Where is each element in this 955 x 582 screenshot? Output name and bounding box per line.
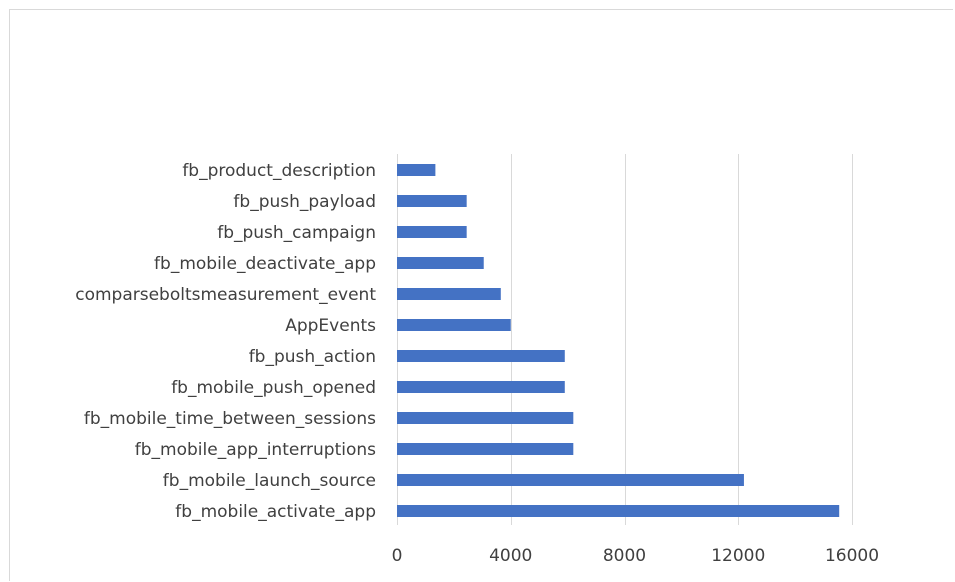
category-label: fb_mobile_app_interruptions xyxy=(135,440,376,460)
bar-fb_mobile_deactivate_app xyxy=(397,257,484,269)
bar-AppEvents xyxy=(397,319,511,331)
category-labels: fb_product_description fb_push_payload fb_… xyxy=(75,161,376,522)
bars xyxy=(397,164,840,517)
category-label: AppEvents xyxy=(285,316,376,336)
bar-fb_mobile_launch_source xyxy=(397,474,744,486)
bar-fb_push_payload xyxy=(397,195,467,207)
x-tick-label: 8000 xyxy=(603,546,646,566)
category-label: fb_push_payload xyxy=(233,192,376,212)
bar-fb_mobile_activate_app xyxy=(397,505,840,517)
x-tick-label: 4000 xyxy=(489,546,532,566)
x-tick-labels: 0 4000 8000 12000 16000 xyxy=(392,546,879,566)
category-label: fb_push_action xyxy=(249,347,376,367)
category-label: fb_mobile_push_opened xyxy=(171,378,376,398)
category-label: fb_mobile_time_between_sessions xyxy=(84,409,376,429)
category-label: fb_mobile_deactivate_app xyxy=(154,254,376,274)
bar-fb_push_action xyxy=(397,350,565,362)
x-tick-label: 0 xyxy=(392,546,403,566)
x-tick-label: 12000 xyxy=(711,546,765,566)
bar-comparseboltsmeasurement_event xyxy=(397,288,501,300)
category-label: fb_product_description xyxy=(182,161,376,181)
chart-frame: fb_product_description fb_push_payload fb_… xyxy=(9,9,953,581)
category-label: fb_mobile_activate_app xyxy=(175,502,376,522)
category-label: fb_push_campaign xyxy=(217,223,376,243)
bar-fb_mobile_time_between_sessions xyxy=(397,412,574,424)
bar-fb_mobile_push_opened xyxy=(397,381,565,393)
gridlines xyxy=(397,154,853,525)
bar-fb_push_campaign xyxy=(397,226,467,238)
category-label: fb_mobile_launch_source xyxy=(163,471,376,491)
bar-fb_product_description xyxy=(397,164,436,176)
bar-fb_mobile_app_interruptions xyxy=(397,443,574,455)
category-label: comparseboltsmeasurement_event xyxy=(75,285,376,305)
x-tick-label: 16000 xyxy=(825,546,879,566)
bar-chart: fb_product_description fb_push_payload fb_… xyxy=(75,154,879,566)
